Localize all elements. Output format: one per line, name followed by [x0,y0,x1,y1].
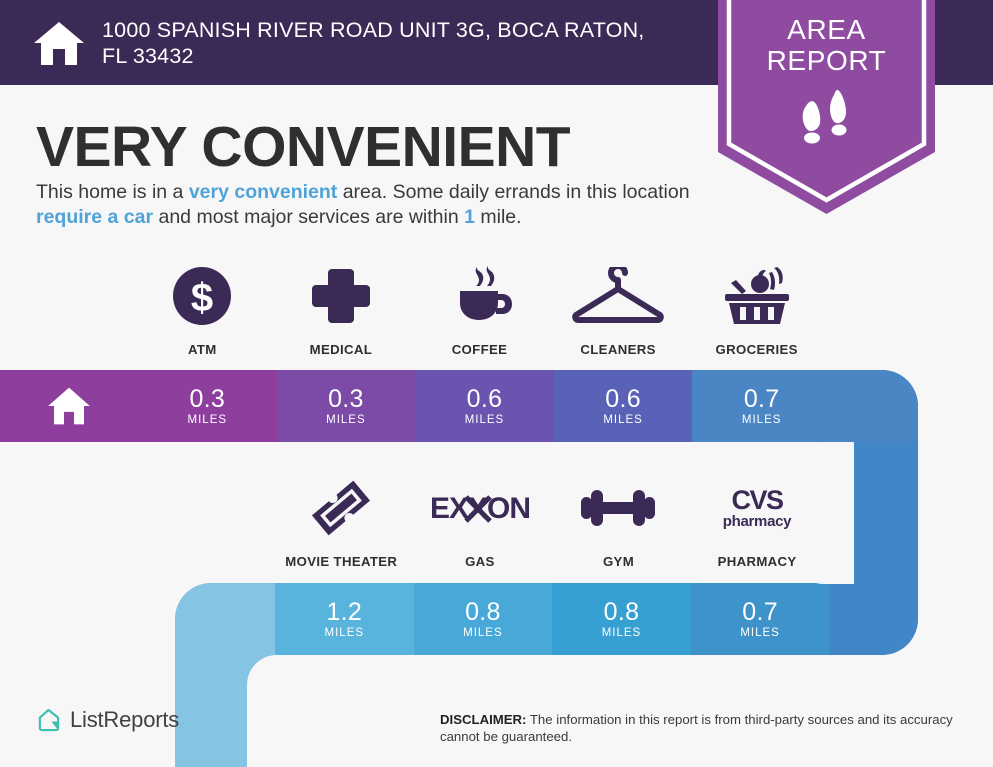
amenity-label: GROCERIES [715,342,798,357]
distance-segment: 0.7 MILES [692,370,831,442]
distance-segment: 0.7 MILES [690,583,830,655]
area-report-badge: AREA REPORT [708,0,945,214]
distance-segment: 0.6 MILES [553,370,693,442]
distance-value: 0.6 [466,385,503,413]
distance-value: 0.7 [743,385,780,413]
desc-highlight-3: 1 [464,206,475,228]
amenity-cleaners: CLEANERS [549,265,688,357]
coffee-cup-icon [446,265,513,327]
distance-segment: 1.2 MILES [275,583,414,655]
distance-segment: 0.8 MILES [413,583,553,655]
svg-text:pharmacy: pharmacy [723,513,792,530]
footprints-icon [802,89,847,144]
amenity-icon-row-two: MOVIE THEATER EXXON EXXON GAS [272,477,850,569]
desc-highlight-1: very convenient [188,181,338,203]
distance-value: 0.8 [465,598,501,626]
distance-segment: 0.3 MILES [138,370,277,442]
bar-connector-notch [794,442,854,584]
amenity-label: GYM [602,554,635,569]
desc-part-1: This home is in a [36,181,189,203]
exxon-logo-icon: EXXON EXXON [430,477,530,539]
bar-tail-segment [830,370,918,442]
disclaimer-text: The information in this report is from t… [440,712,953,744]
distance-segment: 0.6 MILES [415,370,554,442]
amenity-medical: MEDICAL [272,265,411,357]
amenity-groceries: GROCERIES [687,265,826,357]
distance-unit: MILES [464,414,505,426]
distance-segment: 0.3 MILES [276,370,416,442]
grocery-basket-icon [722,265,792,327]
atm-dollar-icon: $ [171,265,233,327]
distance-value: 0.3 [189,385,226,413]
medical-cross-icon [310,265,372,327]
distance-unit: MILES [187,414,228,426]
distance-unit: MILES [601,627,642,639]
amenity-gas: EXXON EXXON GAS [411,477,550,569]
listreports-logo-text: ListReports [70,707,180,732]
distance-unit: MILES [463,627,503,639]
cvs-pharmacy-icon: CVS pharmacy [709,477,805,539]
desc-part-4: mile. [474,206,522,228]
desc-part-2: area. Some daily errands in this locatio… [337,181,690,203]
amenity-gym: GYM [549,477,688,569]
distance-value: 0.7 [742,598,778,626]
distance-unit: MILES [741,414,782,426]
page-description: This home is in a very convenient area. … [36,180,701,230]
distance-value: 0.8 [603,598,640,626]
listreports-house-tag-icon [38,708,60,731]
amenity-label: COFFEE [451,342,508,357]
disclaimer: DISCLAIMER: The information in this repo… [440,712,985,745]
desc-highlight-2: require a car [36,206,154,228]
desc-part-3: and most major services are within [153,206,465,228]
amenity-label: MOVIE THEATER [285,554,398,569]
distance-value: 0.6 [605,385,641,413]
page-title: VERY CONVENIENT [36,115,571,179]
property-address: 1000 SPANISH RIVER ROAD UNIT 3G, BOCA RA… [102,17,645,68]
amenity-label: ATM [187,342,217,357]
amenity-label: CLEANERS [580,342,656,357]
amenity-label: GAS [465,554,495,569]
distance-bar-row-two: 1.2 MILES 0.8 MILES 0.8 MILES 0.7 MILES [175,583,918,655]
amenity-pharmacy: CVS pharmacy PHARMACY [688,477,827,569]
amenity-label: MEDICAL [309,342,373,357]
amenity-icon-row-one: $ ATM MEDICAL [133,265,850,357]
bar-tail-segment [829,583,918,655]
disclaimer-label: DISCLAIMER: [440,712,527,727]
listreports-logo: ListReports [36,707,179,733]
distance-unit: MILES [740,627,780,639]
svg-text:CVS: CVS [732,485,784,515]
dumbbell-icon [576,477,660,539]
bar-lead-segment [175,583,275,655]
distance-unit: MILES [324,627,365,639]
clothes-hanger-icon [570,265,666,327]
movie-ticket-icon [310,477,372,539]
distance-value: 0.3 [328,385,364,413]
bar-connector-left-notch [247,655,367,767]
amenity-movie-theater: MOVIE THEATER [272,477,411,569]
distance-bar-row-one: 0.3 MILES 0.3 MILES 0.6 MILES 0.6 MILES … [0,370,918,442]
home-icon [34,21,84,65]
home-icon [48,387,90,425]
distance-value: 1.2 [326,598,363,626]
distance-segment: 0.8 MILES [552,583,691,655]
svg-text:$: $ [191,276,213,320]
badge-banner-shape [718,0,935,214]
distance-unit: MILES [603,414,643,426]
amenity-label: PHARMACY [717,554,797,569]
distance-unit: MILES [326,414,366,426]
amenity-coffee: COFFEE [410,265,549,357]
amenity-atm: $ ATM [133,265,272,357]
bar-home-segment [0,370,138,442]
